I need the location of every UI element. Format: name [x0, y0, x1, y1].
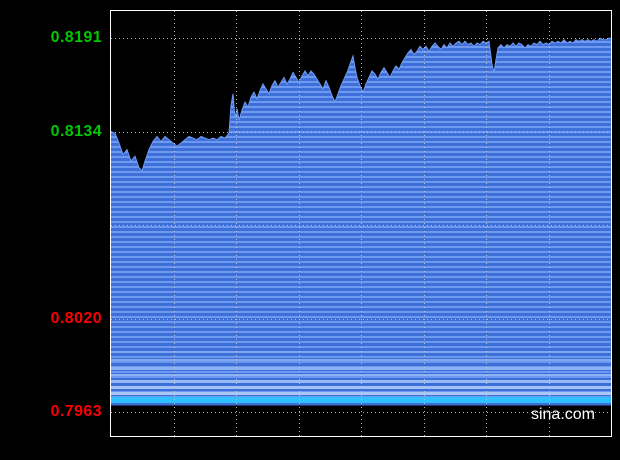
plot-area: sina.com [110, 10, 612, 437]
y-axis-label-0.8020: 0.8020 [50, 309, 102, 327]
y-axis-label-0.7963: 0.7963 [50, 403, 102, 421]
y-axis-label-0.8191: 0.8191 [50, 29, 102, 47]
watermark-sina: sina.com [530, 406, 595, 423]
y-axis-label-0.8134: 0.8134 [50, 122, 102, 140]
price-area-chart [111, 11, 611, 436]
